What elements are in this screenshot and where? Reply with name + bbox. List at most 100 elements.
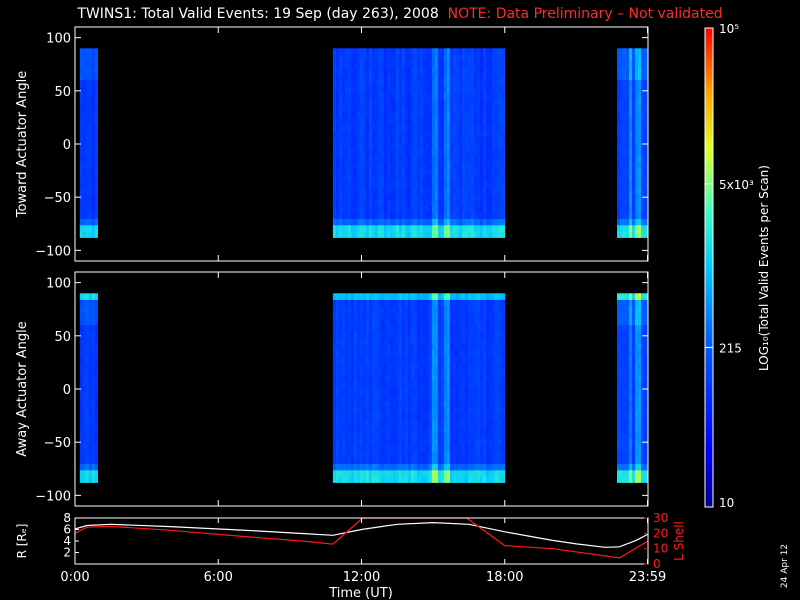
heatmap-cell [82, 324, 87, 332]
heatmap-cell [332, 218, 337, 226]
heatmap-cell [494, 331, 499, 338]
heatmap-cell [476, 406, 481, 414]
heatmap-cell [350, 369, 355, 376]
heatmap-cell [395, 73, 400, 81]
heatmap-cell [623, 92, 627, 100]
heatmap-cell [500, 206, 505, 213]
heatmap-cell [617, 231, 621, 238]
heatmap-cell [425, 124, 430, 131]
heatmap-cell [470, 413, 475, 420]
heatmap-cell [347, 187, 352, 194]
heatmap-cell [428, 293, 433, 300]
heatmap-cell [368, 476, 373, 483]
heatmap-cell [473, 305, 478, 313]
heatmap-cell [497, 406, 502, 414]
heatmap-cell [425, 438, 430, 446]
heatmap-cell [623, 174, 627, 182]
heatmap-cell [464, 337, 469, 345]
heatmap-cell [503, 312, 506, 319]
heatmap-cell [488, 457, 493, 465]
heatmap-cell [437, 111, 442, 119]
heatmap-cell [392, 67, 397, 74]
heatmap-cell [395, 343, 400, 351]
heatmap-cell [635, 470, 639, 477]
heatmap-cell [359, 331, 364, 338]
heatmap-cell [85, 312, 90, 319]
heatmap-cell [338, 299, 343, 307]
heatmap-cell [428, 413, 433, 420]
heatmap-cell [395, 105, 400, 112]
heatmap-cell [94, 130, 98, 137]
heatmap-cell [488, 111, 493, 119]
heatmap-cell [79, 387, 84, 395]
heatmap-cell [350, 142, 355, 150]
heatmap-cell [431, 174, 436, 182]
heatmap-cell [629, 425, 633, 433]
heatmap-cell [446, 225, 451, 232]
heatmap-cell [431, 470, 436, 477]
heatmap-cell [641, 425, 645, 433]
heatmap-cell [626, 48, 630, 55]
heatmap-cell [434, 444, 439, 452]
heatmap-cell [467, 168, 472, 175]
heatmap-cell [91, 117, 96, 125]
heatmap-cell [380, 425, 385, 433]
heatmap-cell [362, 168, 367, 175]
heatmap-cell [632, 350, 636, 357]
heatmap-cell [389, 79, 394, 87]
heatmap-cell [470, 425, 475, 433]
heatmap-cell [380, 67, 385, 74]
heatmap-cell [434, 413, 439, 420]
heatmap-cell [362, 470, 367, 477]
heatmap-cell [443, 451, 448, 458]
heatmap-cell [419, 231, 424, 238]
heatmap-cell [407, 218, 412, 226]
heatmap-cell [410, 187, 415, 194]
heatmap-cell [641, 187, 645, 194]
heatmap-cell [371, 155, 376, 163]
heatmap-cell [431, 387, 436, 395]
heatmap-cell [449, 305, 454, 313]
heatmap-cell [491, 206, 496, 213]
heatmap-cell [422, 105, 427, 112]
heatmap-cell [437, 331, 442, 338]
heatmap-cell [431, 406, 436, 414]
heatmap-cell [449, 318, 454, 326]
heatmap-cell [458, 136, 463, 144]
heatmap-cell [368, 419, 373, 427]
heatmap-cell [416, 400, 421, 408]
heatmap-cell [377, 199, 382, 207]
heatmap-cell [395, 92, 400, 100]
heatmap-cell [617, 86, 621, 93]
heatmap-cell [407, 463, 412, 471]
heatmap-cell [85, 180, 90, 188]
heatmap-cell [452, 174, 457, 182]
heatmap-cell [389, 174, 394, 182]
heatmap-cell [362, 54, 367, 62]
heatmap-cell [467, 299, 472, 307]
heatmap-cell [82, 451, 87, 458]
heatmap-cell [626, 457, 630, 465]
heatmap-cell [350, 174, 355, 182]
heatmap-cell [494, 362, 499, 370]
heatmap-cell [410, 149, 415, 156]
heatmap-cell [94, 48, 98, 55]
heatmap-cell [431, 343, 436, 351]
heatmap-cell [446, 318, 451, 326]
heatmap-cell [401, 293, 406, 300]
heatmap-cell [440, 343, 445, 351]
heatmap-cell [374, 117, 379, 125]
heatmap-cell [635, 463, 639, 471]
heatmap-cell [437, 48, 442, 55]
heatmap-cell [362, 206, 367, 213]
heatmap-cell [380, 60, 385, 68]
heatmap-cell [347, 73, 352, 81]
heatmap-cell [503, 124, 506, 131]
heatmap-cell [356, 425, 361, 433]
heatmap-cell [377, 356, 382, 364]
heatmap-cell [371, 457, 376, 465]
heatmap-cell [404, 67, 409, 74]
heatmap-cell [488, 451, 493, 458]
heatmap-cell [449, 470, 454, 477]
heatmap-cell [470, 225, 475, 232]
